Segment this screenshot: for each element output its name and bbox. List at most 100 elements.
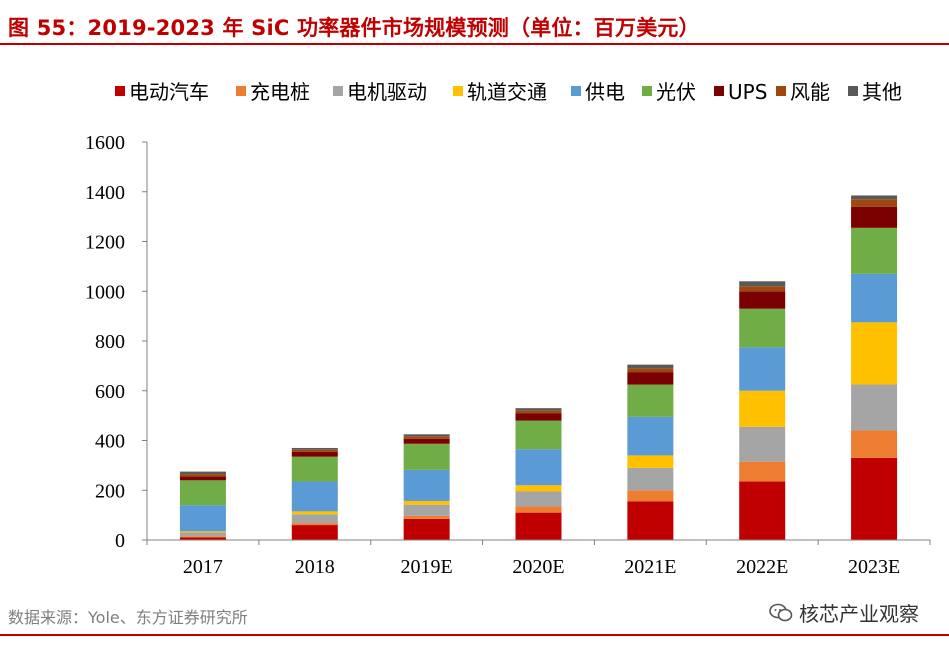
bar-segment — [403, 443, 450, 470]
bar-segment — [403, 436, 450, 439]
bar-segment — [515, 512, 562, 540]
x-tick-label: 2023E — [848, 556, 900, 578]
bar-segment — [739, 291, 786, 309]
bar-segment — [291, 449, 338, 452]
y-tick-label: 1400 — [85, 182, 125, 204]
bar-segment — [627, 364, 674, 369]
bar-segment — [291, 514, 338, 524]
bar-segment — [851, 199, 898, 207]
x-tick-label: 2018 — [295, 556, 335, 578]
legend-label: 电动汽车 — [129, 80, 209, 104]
bar-segment — [179, 537, 226, 540]
bar-segment — [851, 195, 898, 200]
bar-segment — [291, 523, 338, 526]
x-tick-label: 2019E — [401, 556, 453, 578]
bar-segment — [403, 504, 450, 516]
bar-segment — [291, 525, 338, 540]
bar-segment — [291, 481, 338, 512]
source-note: 数据来源：Yole、东方证券研究所 — [8, 608, 248, 627]
bar-segment — [627, 372, 674, 385]
bar-segment — [291, 451, 338, 457]
bar-segment — [515, 485, 562, 492]
legend-swatch — [115, 86, 125, 96]
chat-bubbles-icon — [769, 603, 793, 621]
legend-swatch — [642, 86, 652, 96]
legend: 电动汽车 充电桩 电机驱动 轨道交通 供电 光伏 UPS 风能 其他 — [115, 80, 902, 104]
brand-name: 核芯产业观察 — [799, 602, 919, 626]
bar-segment — [739, 426, 786, 462]
y-tick-label: 600 — [95, 381, 125, 403]
x-tick-label: 2020E — [512, 556, 564, 578]
bar-segment — [739, 461, 786, 482]
legend-swatch — [848, 86, 858, 96]
bar-segment — [179, 531, 226, 533]
bar-segment — [627, 490, 674, 502]
legend-swatch — [571, 86, 581, 96]
bar-segment — [739, 390, 786, 427]
bar-segment — [851, 227, 898, 274]
legend-label: UPS — [728, 80, 767, 104]
brand-watermark: 核芯产业观察 — [769, 598, 919, 627]
bar-segment — [179, 536, 226, 538]
legend-label: 其他 — [862, 80, 902, 104]
y-tick-label: 1000 — [85, 281, 125, 303]
bar-segment — [739, 481, 786, 540]
legend-swatch — [333, 86, 343, 96]
bar-segment — [403, 518, 450, 540]
legend-label: 电机驱动 — [347, 80, 427, 104]
legend-label: 轨道交通 — [467, 80, 547, 104]
bar-segment — [179, 476, 226, 481]
bar-segment — [291, 511, 338, 515]
bar-segment — [515, 410, 562, 414]
legend-label: 风能 — [790, 80, 830, 104]
bar-segment — [851, 430, 898, 458]
bar-segment — [851, 457, 898, 540]
bar-segment — [291, 456, 338, 482]
x-tick-label: 2017 — [183, 556, 223, 578]
legend-swatch — [236, 86, 246, 96]
bar-segment — [179, 480, 226, 506]
bar-segment — [515, 506, 562, 513]
bar-segment — [179, 532, 226, 537]
bar-segment — [403, 438, 450, 444]
y-tick-label: 800 — [95, 331, 125, 353]
legend-swatch — [714, 86, 724, 96]
bar-segment — [627, 368, 674, 373]
bar-segment — [403, 500, 450, 505]
y-tick-label: 1200 — [85, 232, 125, 254]
y-tick-label: 400 — [95, 431, 125, 453]
bar-segment — [515, 413, 562, 421]
bar-segment — [515, 420, 562, 450]
bar-segment — [179, 474, 226, 477]
bar-segment — [627, 416, 674, 456]
bar-segment — [515, 408, 562, 411]
legend-label: 充电桩 — [250, 80, 310, 104]
legend-label: 供电 — [585, 80, 625, 104]
bar-segment — [403, 515, 450, 519]
chart-title: 图 55：2019-2023 年 SiC 功率器件市场规模预测（单位：百万美元） — [8, 16, 700, 40]
y-tick-label: 200 — [95, 480, 125, 502]
bar-segment — [627, 384, 674, 417]
bar-segment — [627, 501, 674, 540]
bar-segment — [851, 273, 898, 323]
bar-segment — [627, 455, 674, 468]
bar-segment — [403, 434, 450, 437]
bar-segment — [627, 467, 674, 491]
y-axis: 0 200 400 600 800 1000 1200 1400 1600 — [85, 132, 148, 552]
stacked-bar-chart: 电动汽车 充电桩 电机驱动 轨道交通 供电 光伏 UPS 风能 其他 0 200 400 600 800… — [85, 80, 931, 578]
legend-swatch — [453, 86, 463, 96]
bars — [179, 195, 898, 540]
footer-divider — [0, 634, 949, 636]
bar-segment — [291, 447, 338, 450]
bar-segment — [515, 491, 562, 507]
y-tick-label: 1600 — [85, 132, 125, 154]
bar-segment — [739, 308, 786, 348]
title-divider — [0, 43, 949, 45]
bar-segment — [851, 384, 898, 431]
bar-segment — [179, 471, 226, 475]
legend-label: 光伏 — [656, 80, 696, 104]
legend-swatch — [776, 86, 786, 96]
bar-segment — [851, 206, 898, 228]
bar-segment — [515, 449, 562, 486]
bar-segment — [851, 322, 898, 385]
